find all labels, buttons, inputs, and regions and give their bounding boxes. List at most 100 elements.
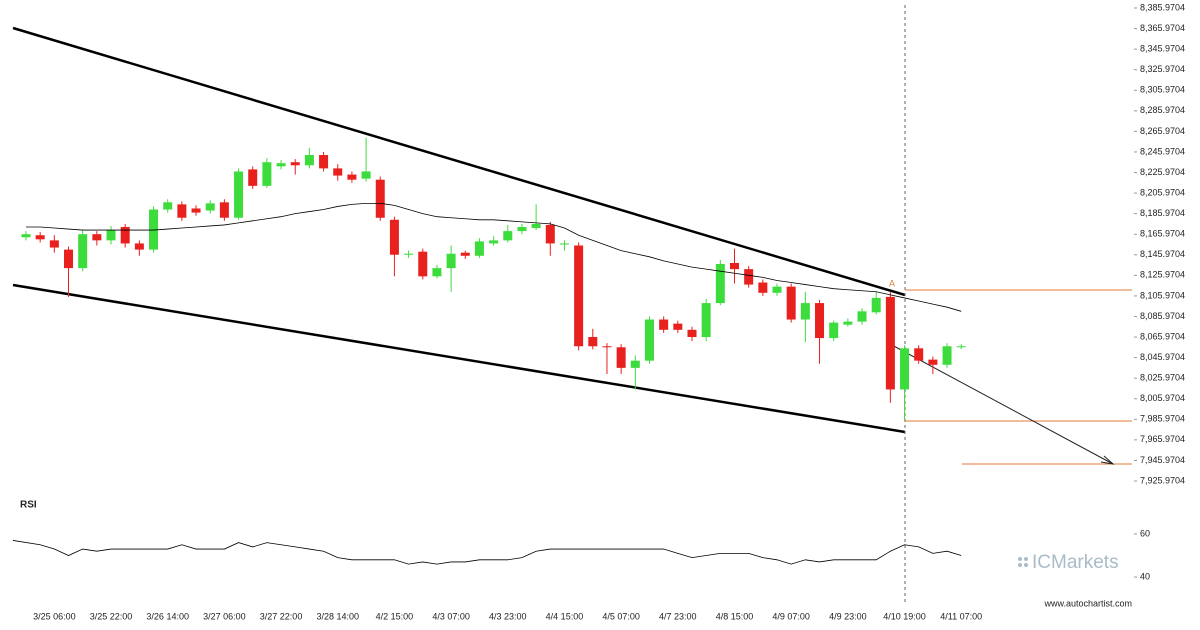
candle-body — [205, 203, 215, 211]
arrow-head — [1100, 455, 1115, 465]
candle-body — [687, 329, 697, 338]
candle-body — [616, 347, 626, 368]
candle-body — [191, 208, 201, 213]
y-tick-label: 7,925.9704 — [1140, 475, 1185, 485]
candle-body — [163, 202, 173, 210]
x-tick-label: 4/4 15:00 — [546, 611, 584, 621]
candle-body — [389, 219, 399, 255]
y-tick-label: 8,065.9704 — [1140, 331, 1185, 341]
y-tick-label: 7,965.9704 — [1140, 434, 1185, 444]
candle-body — [262, 162, 272, 186]
y-tick-label: 8,285.9704 — [1140, 105, 1185, 115]
y-tick-label: 8,385.9704 — [1140, 2, 1185, 12]
candle-body — [517, 226, 527, 232]
candle-body — [744, 269, 754, 285]
candle-body — [559, 243, 569, 245]
rsi-tick-label: 40 — [1140, 571, 1150, 581]
candle-body — [474, 241, 484, 256]
candle-body — [829, 322, 839, 339]
candle-body — [460, 252, 470, 256]
y-tick-label: 8,225.9704 — [1140, 167, 1185, 177]
candle-body — [78, 234, 88, 269]
rsi-label: RSI — [20, 500, 37, 511]
logo-dot — [1018, 557, 1022, 561]
candle-body — [333, 168, 343, 176]
candle-body — [489, 240, 499, 244]
candle-body — [800, 303, 810, 320]
candle-body — [177, 204, 187, 218]
y-tick-label: 8,105.9704 — [1140, 290, 1185, 300]
candle-body — [956, 346, 966, 348]
candle-body — [248, 169, 258, 186]
y-tick-label: 8,145.9704 — [1140, 249, 1185, 259]
candle-body — [503, 231, 513, 241]
y-tick-label: 8,045.9704 — [1140, 352, 1185, 362]
candle-body — [64, 249, 74, 269]
candle-body — [531, 223, 541, 229]
logo-name: Markets — [1051, 552, 1119, 573]
candle-body — [871, 297, 881, 313]
candle-body — [730, 262, 739, 270]
candle-body — [815, 303, 825, 339]
candle-body — [92, 234, 102, 241]
x-tick-label: 3/25 22:00 — [90, 611, 133, 621]
lower-trend-line — [12, 283, 906, 434]
candle-body — [149, 209, 159, 250]
x-tick-label: 3/26 14:00 — [146, 611, 189, 621]
logo-dot — [1024, 557, 1028, 561]
candle-body — [659, 319, 669, 330]
candle-body — [588, 337, 598, 347]
candle-body — [276, 163, 286, 167]
candle-body — [900, 348, 910, 390]
candle-body — [304, 155, 314, 166]
candle-body — [644, 319, 654, 361]
x-tick-label: 4/9 07:00 — [772, 611, 810, 621]
x-tick-label: 4/3 23:00 — [489, 611, 527, 621]
candle-body — [701, 303, 711, 338]
candle-body — [446, 253, 456, 269]
y-tick-label: 8,265.9704 — [1140, 126, 1185, 136]
candle-body — [361, 171, 371, 179]
candle-body — [942, 346, 952, 365]
candle-body — [715, 264, 725, 304]
x-tick-label: 4/9 23:00 — [829, 611, 867, 621]
candle-body — [758, 282, 768, 293]
candle-body — [319, 155, 329, 169]
candle-body — [35, 235, 45, 240]
candle-body — [602, 346, 612, 348]
x-tick-label: 4/7 23:00 — [659, 611, 697, 621]
y-tick-label: 8,085.9704 — [1140, 311, 1185, 321]
candle-body — [347, 174, 357, 180]
logo: IC Markets — [1018, 552, 1119, 573]
forecast-arrow — [889, 343, 1114, 465]
candle-body — [134, 243, 144, 250]
candle-body — [857, 311, 867, 322]
candle-body — [843, 321, 853, 325]
x-tick-label: 3/27 06:00 — [203, 611, 246, 621]
candle-body — [120, 226, 130, 244]
y-tick-label: 8,245.9704 — [1140, 146, 1185, 156]
y-tick-label: 8,365.9704 — [1140, 23, 1185, 33]
y-tick-label: 8,325.9704 — [1140, 64, 1185, 74]
candle-body — [290, 162, 300, 166]
moving-average — [26, 202, 962, 312]
candle-body — [885, 296, 895, 390]
candle-body — [21, 234, 31, 238]
x-tick-label: 4/3 07:00 — [432, 611, 470, 621]
candle-body — [234, 171, 244, 218]
candle-body — [914, 348, 924, 361]
logo-dot — [1024, 563, 1028, 567]
candle-body — [404, 253, 414, 255]
candle-body — [418, 251, 428, 277]
y-tick-label: 8,165.9704 — [1140, 229, 1185, 239]
x-tick-label: 3/28 14:00 — [316, 611, 359, 621]
candle-body — [432, 268, 442, 277]
candle-body — [106, 230, 116, 241]
y-tick-label: 7,945.9704 — [1140, 455, 1185, 465]
x-tick-label: 4/8 15:00 — [716, 611, 754, 621]
footer: www.autochartist.com — [1043, 598, 1132, 608]
logo-dot — [1018, 563, 1022, 567]
candle-body — [673, 323, 683, 330]
candle-body — [630, 360, 640, 368]
